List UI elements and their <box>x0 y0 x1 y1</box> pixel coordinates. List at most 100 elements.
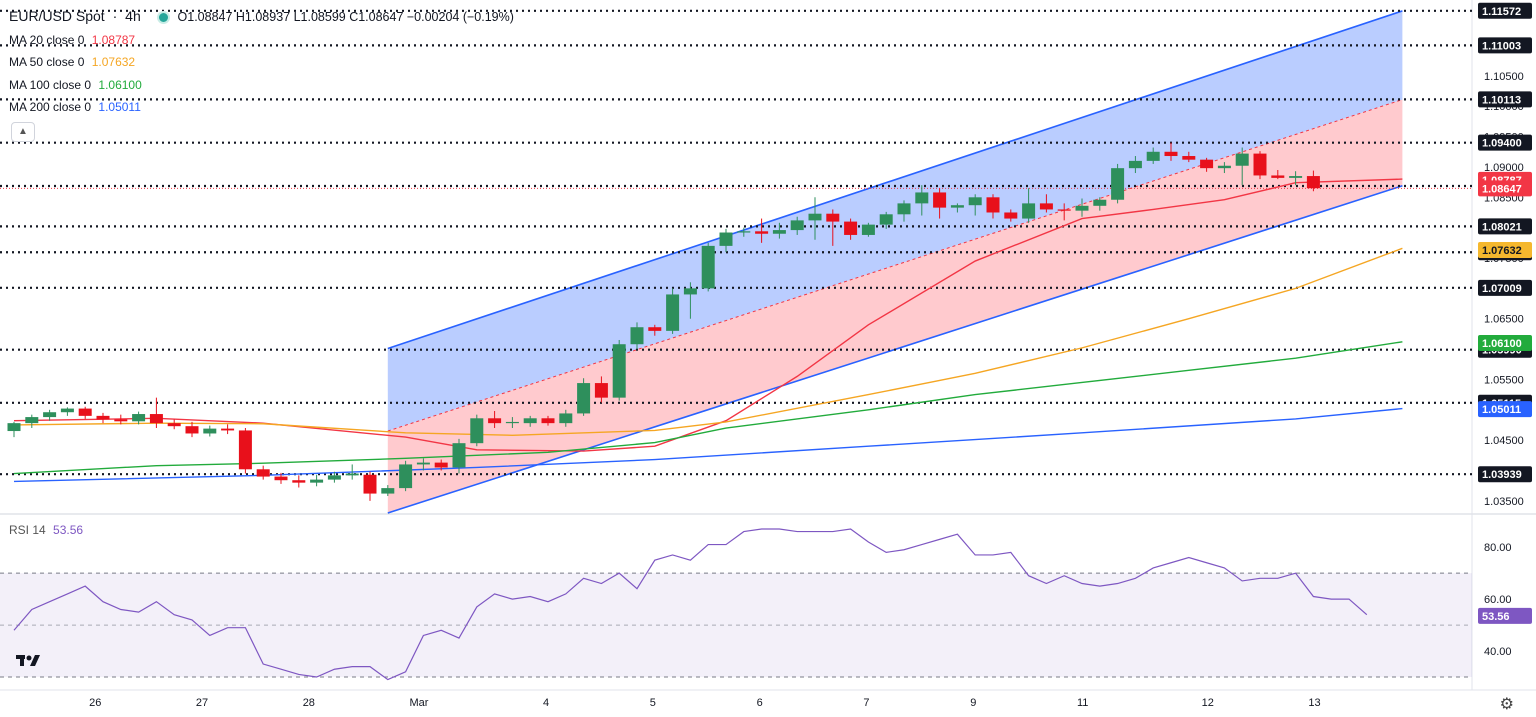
ma20-legend[interactable]: MA 20 close 0 1.08787 <box>9 33 139 47</box>
candle[interactable] <box>1235 153 1249 166</box>
candle[interactable] <box>950 205 964 208</box>
time-tick-label: 27 <box>196 697 208 709</box>
rsi-legend[interactable]: RSI 14 53.56 <box>9 523 87 537</box>
channel-upper-line[interactable] <box>387 10 1403 350</box>
price-tag-bg <box>1478 401 1532 418</box>
time-tick-label: 4 <box>543 697 549 709</box>
candle[interactable] <box>1075 205 1089 211</box>
candle[interactable] <box>844 221 858 235</box>
candle[interactable] <box>701 245 715 289</box>
candle[interactable] <box>470 418 484 444</box>
candle[interactable] <box>630 327 644 345</box>
candle[interactable] <box>149 414 163 424</box>
candle[interactable] <box>541 418 555 424</box>
collapse-legend-button[interactable]: ▲ <box>11 122 35 142</box>
candle[interactable] <box>114 419 128 422</box>
candle[interactable] <box>1146 151 1160 161</box>
candle[interactable] <box>1306 176 1320 189</box>
ma-line-ma50[interactable] <box>13 247 1403 436</box>
candle[interactable] <box>167 423 181 427</box>
ma-line-ma200[interactable] <box>13 407 1403 483</box>
candle[interactable] <box>523 418 537 424</box>
candle[interactable] <box>612 344 626 398</box>
candle[interactable] <box>60 408 74 413</box>
candle[interactable] <box>292 480 306 483</box>
candle[interactable] <box>1128 160 1142 169</box>
candle[interactable] <box>505 421 519 424</box>
tradingview-logo-icon[interactable] <box>16 652 40 673</box>
candle[interactable] <box>594 383 608 398</box>
candle[interactable] <box>310 479 324 483</box>
candle[interactable] <box>238 430 252 470</box>
candle[interactable] <box>1253 153 1267 176</box>
candle[interactable] <box>96 415 110 420</box>
candle[interactable] <box>1057 209 1071 211</box>
candle[interactable] <box>381 488 395 494</box>
candle[interactable] <box>488 418 502 424</box>
candle[interactable] <box>1093 199 1107 206</box>
candle[interactable] <box>1111 168 1125 200</box>
candle[interactable] <box>1271 175 1285 178</box>
candle[interactable] <box>132 414 146 422</box>
candle[interactable] <box>915 192 929 204</box>
candle[interactable] <box>666 294 680 331</box>
timeframe-label[interactable]: 4h <box>125 8 141 24</box>
candle[interactable] <box>683 288 697 295</box>
candle[interactable] <box>772 230 786 234</box>
candle[interactable] <box>808 213 822 221</box>
candle[interactable] <box>221 428 235 431</box>
ma50-legend[interactable]: MA 50 close 0 1.07632 <box>9 55 139 69</box>
candle[interactable] <box>327 475 341 480</box>
level-tag: 1.11003 <box>1482 40 1521 52</box>
candle[interactable] <box>203 428 217 434</box>
candle[interactable] <box>1004 212 1018 219</box>
candle[interactable] <box>861 224 875 235</box>
time-tick-label: 9 <box>970 697 976 709</box>
candle[interactable] <box>7 423 21 432</box>
candle[interactable] <box>577 383 591 414</box>
channel-upper-fill <box>387 10 1403 432</box>
candle[interactable] <box>933 192 947 208</box>
rsi-line[interactable] <box>13 528 1368 681</box>
candle[interactable] <box>1182 156 1196 160</box>
candle[interactable] <box>719 232 733 246</box>
candle[interactable] <box>1289 176 1303 178</box>
candle[interactable] <box>25 417 39 424</box>
symbol-name[interactable]: EUR/USD Spot <box>9 8 105 24</box>
candle[interactable] <box>399 464 413 489</box>
candle[interactable] <box>434 462 448 468</box>
candle[interactable] <box>1164 151 1178 157</box>
candle[interactable] <box>1022 203 1036 219</box>
candle[interactable] <box>559 413 573 424</box>
gear-icon[interactable]: ⚙ <box>1499 696 1514 713</box>
candle[interactable] <box>968 197 982 206</box>
candle[interactable] <box>416 462 430 465</box>
ma-line-ma20[interactable] <box>13 178 1403 452</box>
price-tag-bg <box>1478 180 1532 197</box>
candle[interactable] <box>737 231 751 233</box>
candle[interactable] <box>648 327 662 331</box>
candle[interactable] <box>1039 203 1053 210</box>
candle[interactable] <box>1200 159 1214 169</box>
candle[interactable] <box>452 443 466 468</box>
ma100-legend[interactable]: MA 100 close 0 1.06100 <box>9 78 146 92</box>
level-tag: 1.10113 <box>1482 94 1521 106</box>
candle[interactable] <box>345 473 359 476</box>
ma200-legend[interactable]: MA 200 close 0 1.05011 <box>9 100 145 114</box>
candle[interactable] <box>256 469 270 477</box>
candle[interactable] <box>185 426 199 434</box>
ma-line-ma100[interactable] <box>13 341 1403 475</box>
candle[interactable] <box>363 474 377 494</box>
candle[interactable] <box>274 476 288 481</box>
candle[interactable] <box>879 214 893 225</box>
candle[interactable] <box>78 408 92 416</box>
candle[interactable] <box>755 231 769 234</box>
candle[interactable] <box>986 197 1000 213</box>
candle[interactable] <box>826 213 840 222</box>
candle[interactable] <box>790 220 804 231</box>
candle[interactable] <box>43 412 57 418</box>
candle[interactable] <box>897 203 911 215</box>
candle[interactable] <box>1217 165 1231 169</box>
